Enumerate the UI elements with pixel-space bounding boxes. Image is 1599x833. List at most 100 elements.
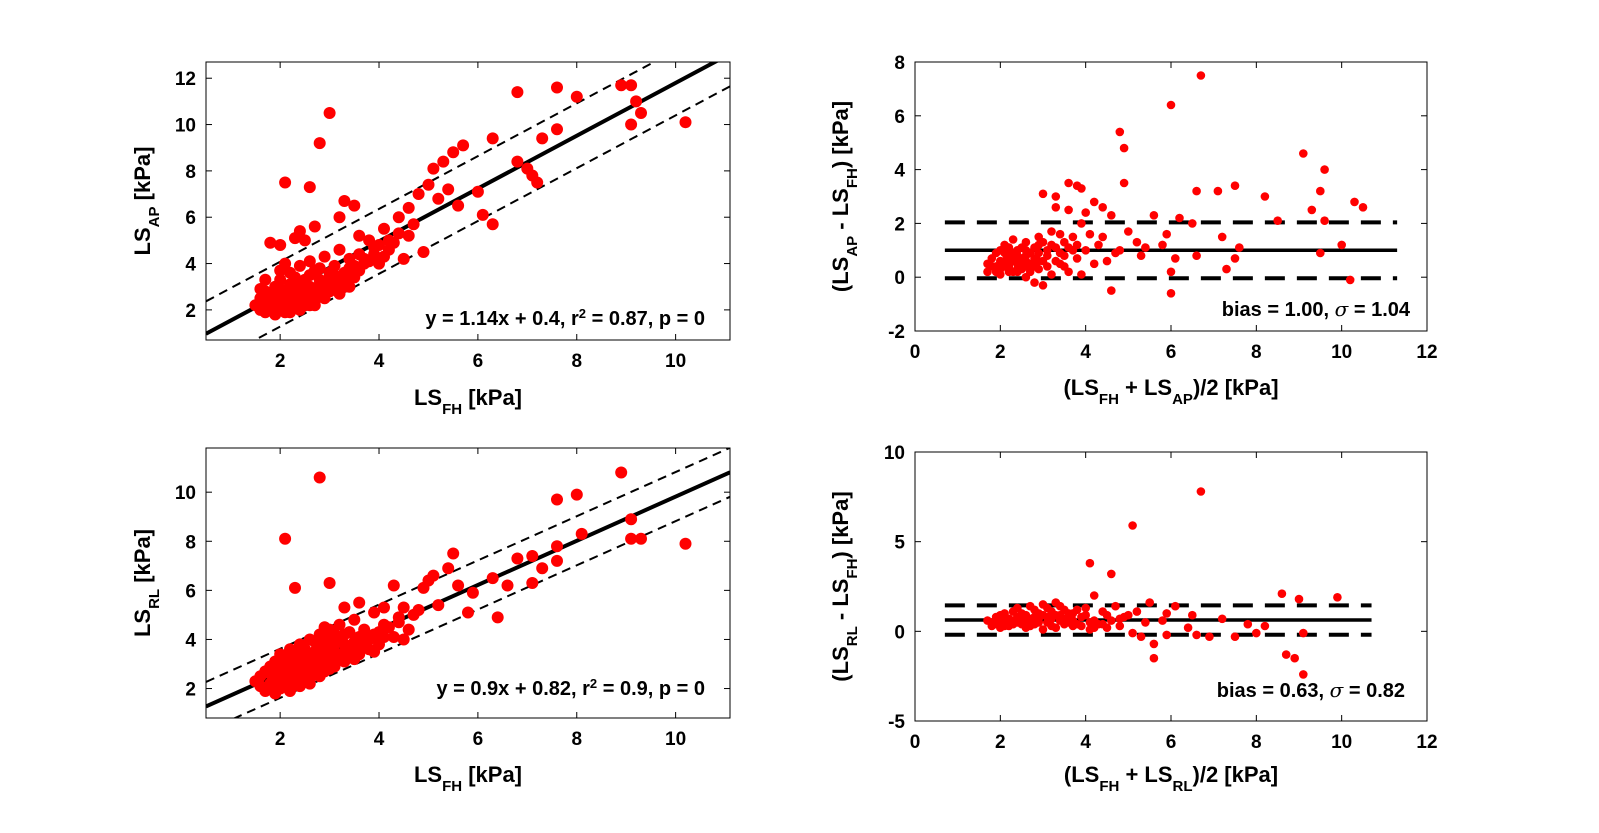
scatter-point — [625, 532, 638, 545]
scatter-point — [1230, 254, 1240, 263]
scatter-point — [1047, 270, 1056, 279]
scatter-point — [368, 628, 381, 641]
scatter-point — [1038, 281, 1048, 290]
scatter-point — [1230, 181, 1240, 190]
scatter-point — [1008, 235, 1018, 244]
scatter-point — [348, 271, 361, 284]
scatter-point — [318, 250, 331, 263]
scatter-point — [536, 132, 549, 145]
scatter-point — [1094, 240, 1103, 250]
scatter-point — [397, 601, 410, 614]
y-axis-label: LSAP [kPa] — [130, 147, 163, 256]
scatter-point — [1316, 248, 1325, 258]
scatter-point — [412, 188, 425, 200]
scatter-point — [471, 185, 484, 198]
scatter-point — [1307, 205, 1317, 215]
scatter-point — [259, 296, 272, 309]
scatter-point — [378, 222, 390, 235]
scatter-point — [1141, 243, 1150, 252]
scatter-point — [1072, 240, 1082, 250]
scatter-point — [1098, 232, 1107, 242]
scatter-point — [1320, 165, 1329, 174]
scatter-point — [358, 623, 371, 636]
scatter-point — [1060, 614, 1069, 624]
scatter-point — [635, 532, 647, 545]
x-tick-label: 12 — [1416, 342, 1437, 363]
x-tick-label: 2 — [275, 729, 286, 750]
scatter-point — [353, 229, 366, 242]
scatter-point — [1107, 286, 1116, 295]
scatter-point — [1064, 178, 1073, 188]
scatter-point — [1149, 653, 1159, 663]
scatter-point — [264, 667, 277, 680]
x-tick-label: 4 — [374, 351, 385, 372]
scatter-point — [1043, 612, 1052, 622]
scatter-point — [1358, 203, 1368, 212]
labels-p2: bias = 1.00, σ = 1.04 (LSFH + LSAP)/2 [kP… — [828, 101, 1411, 408]
scatter-point — [402, 201, 415, 214]
scatter-point — [570, 90, 583, 103]
scatter-point — [1085, 229, 1095, 239]
scatter-point — [452, 199, 465, 212]
scatter-point — [368, 606, 381, 619]
scatter-point — [1013, 254, 1022, 263]
scatter-point — [457, 139, 470, 152]
scatter-point — [1162, 609, 1171, 618]
scatter-point — [303, 181, 316, 194]
x-tick-label: 4 — [1080, 342, 1091, 363]
scatter-point — [323, 577, 336, 589]
scatter-point — [1051, 203, 1061, 212]
scatter-point — [501, 579, 514, 592]
scatter-point — [1115, 127, 1125, 137]
y-axis-label: LSRL [kPa] — [130, 529, 163, 637]
scatter-point — [422, 178, 435, 191]
scatter-point — [1008, 616, 1018, 625]
scatter-point — [274, 662, 287, 675]
scatter-point — [1043, 246, 1052, 255]
scatter-point — [1196, 487, 1206, 496]
scatter-point — [402, 229, 415, 242]
scatter-point — [1294, 594, 1304, 604]
scatter-point — [1277, 589, 1287, 598]
scatter-point — [1115, 621, 1125, 631]
scatter-point — [387, 631, 400, 643]
scatter-point — [1141, 618, 1150, 627]
scatter-point — [437, 155, 450, 168]
labels-p3: y = 0.9x + 0.82, r2 = 0.9, p = 0 LSFH [kP… — [130, 529, 705, 795]
scatter-point — [387, 579, 400, 592]
scatter-point — [397, 252, 410, 265]
scatter-point — [526, 577, 539, 589]
scatter-point — [298, 234, 311, 247]
scatter-point — [615, 79, 628, 92]
scatter-point — [511, 552, 524, 565]
scatter-point — [1119, 178, 1129, 188]
scatter-point — [1107, 211, 1116, 220]
scatter-point — [1128, 628, 1137, 638]
y-tick-label: 2 — [185, 301, 196, 322]
scatter-point — [1166, 100, 1176, 110]
scatter-point — [1047, 621, 1056, 631]
x-tick-label: 10 — [665, 729, 686, 750]
y-tick-label: 10 — [175, 483, 196, 504]
scatter-point — [1345, 275, 1355, 285]
x-tick-label: 12 — [1416, 732, 1437, 753]
scatter-point — [551, 554, 563, 567]
scatter-point — [1243, 619, 1253, 629]
scatter-point — [486, 132, 499, 145]
scatter-point — [313, 287, 326, 300]
scatter-point — [1162, 630, 1171, 640]
scatter-point — [333, 243, 346, 256]
scatter-point — [1077, 612, 1086, 622]
scatter-point — [551, 493, 563, 506]
scatter-point — [427, 162, 440, 175]
scatter-point — [293, 259, 306, 272]
limit-line-dashed — [206, 448, 730, 683]
panel-ls-ap-vs-ls-fh: 2 4 6 8 10 2 4 6 8 10 12 y = 1.14x + 0.4, r2 = 0.8… — [130, 61, 731, 418]
scatter-point — [1047, 227, 1056, 236]
scatter-point — [442, 183, 455, 196]
scatter-point — [284, 650, 296, 663]
plot-area-p4 — [914, 451, 1428, 722]
scatter-point — [1102, 256, 1112, 266]
scatter-point — [1000, 621, 1009, 631]
scatter-point — [1124, 610, 1133, 620]
